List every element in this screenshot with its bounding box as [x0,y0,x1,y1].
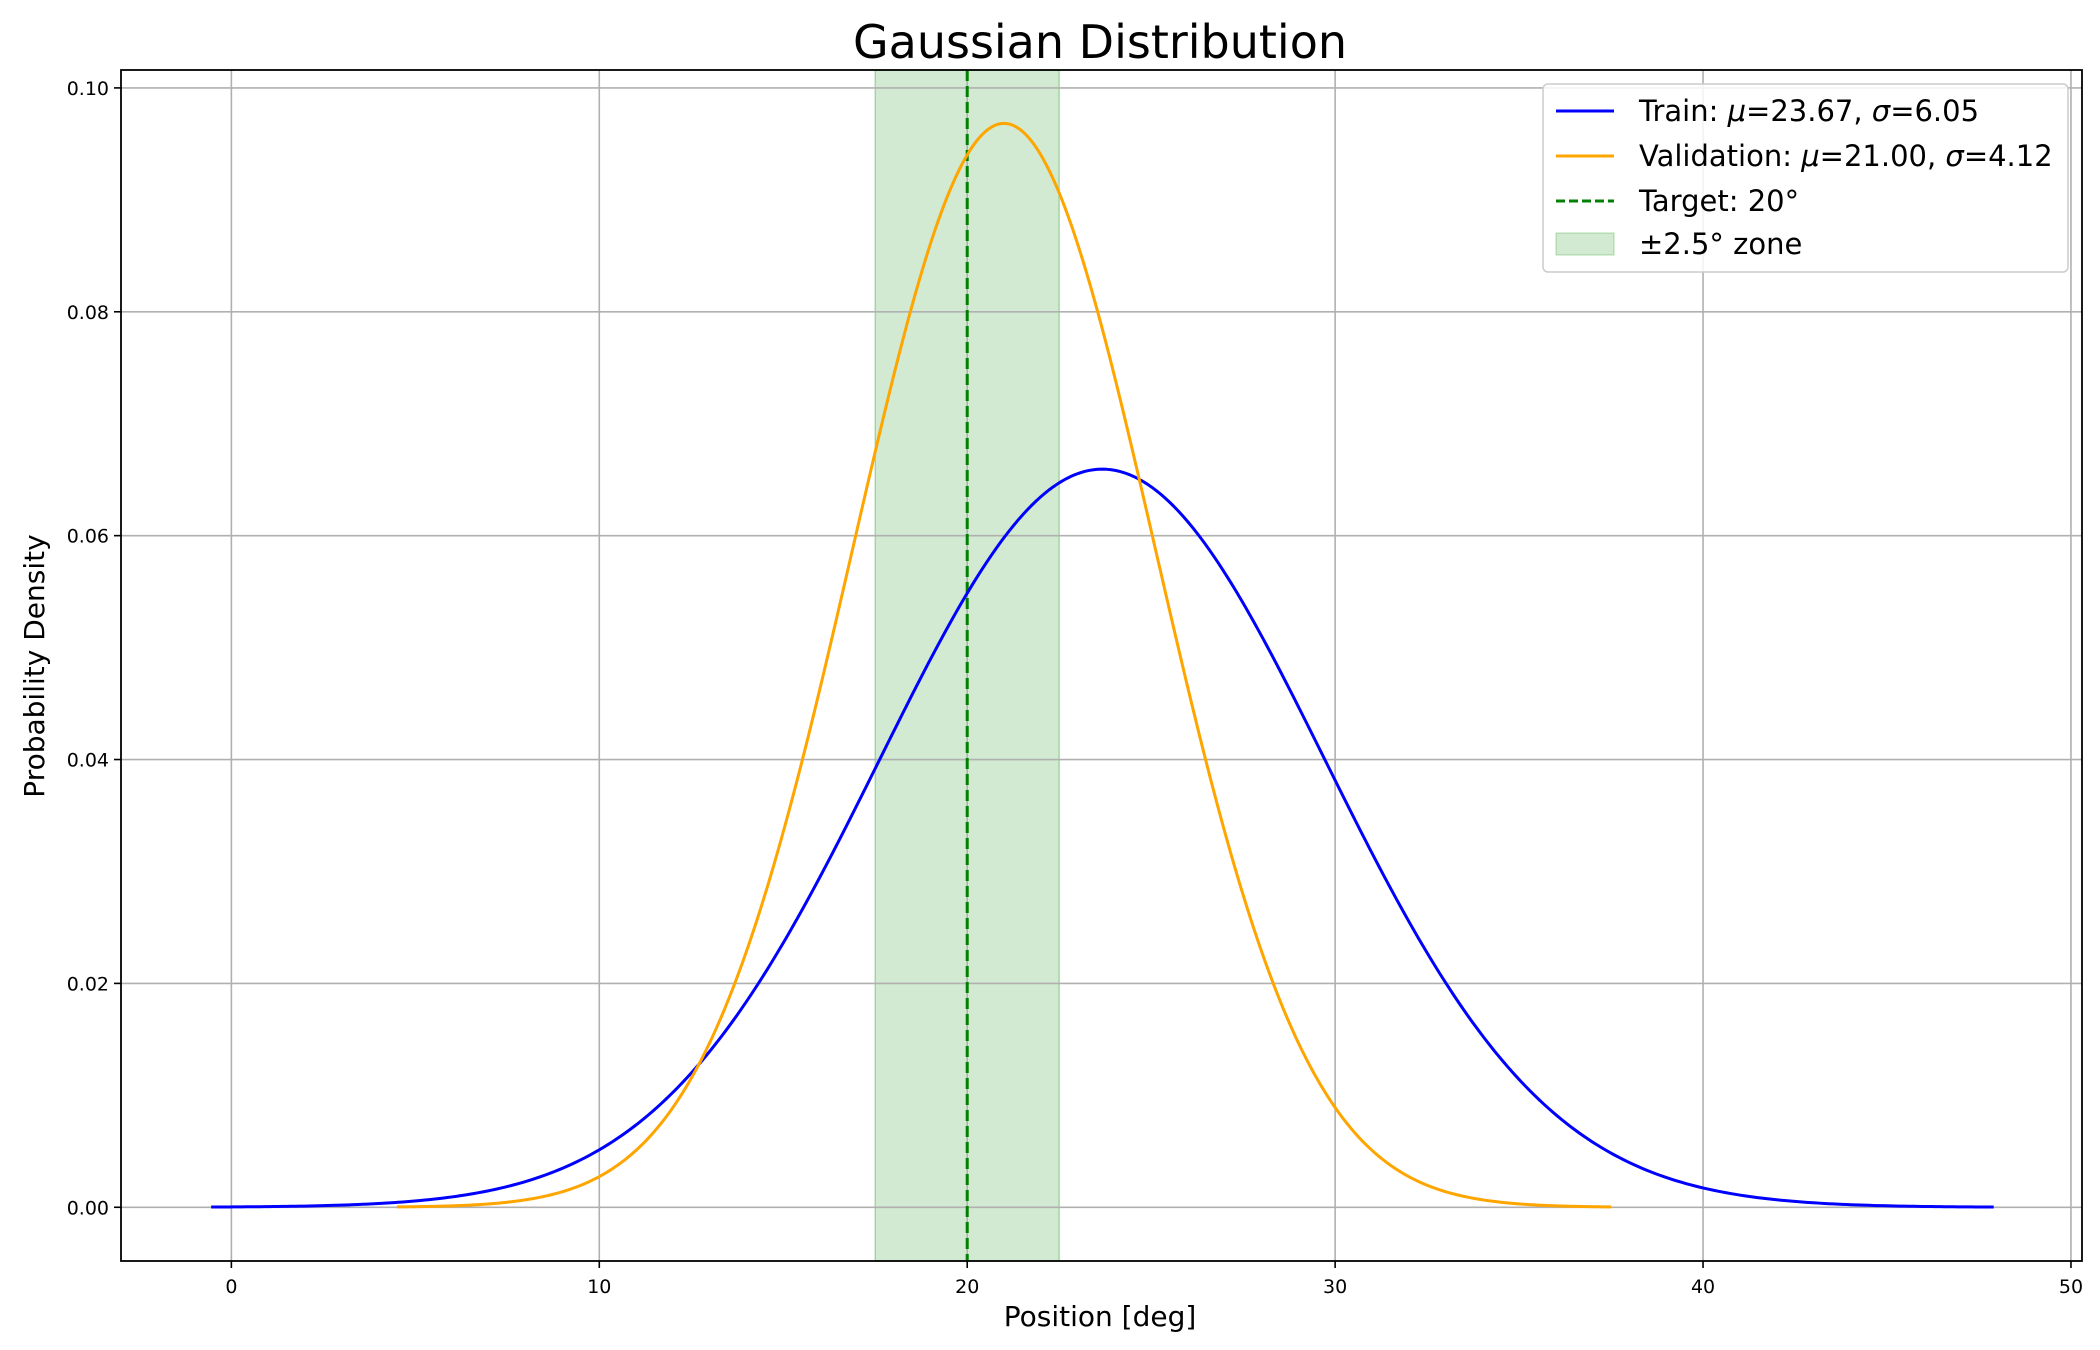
series-line-validation [396,121,1612,1209]
x-tick-label-2: 20 [955,1276,979,1298]
legend-entry-target-label: Target: 20° [1638,184,1799,218]
legend-entry-validation-label: Validation: μ=21.00, σ=4.12 [1639,139,2053,173]
y-tick-label-2: 0.04 [67,750,109,772]
x-tick-label-3: 30 [1323,1276,1347,1298]
series-line-train [211,467,1994,1209]
y-tick-label-1: 0.02 [67,973,109,995]
y-tick-label-0: 0.00 [67,1197,109,1219]
legend-box [1542,83,2069,273]
y-axis-title: Probability Density [18,534,51,797]
y-tick-label-4: 0.08 [67,302,109,324]
legend: Train: μ=23.67, σ=6.05 Validation: μ=21.0… [1542,83,2069,273]
legend-entry-zone-swatch [1555,232,1615,256]
x-axis-title: Position [deg] [1004,1300,1197,1333]
x-tick-label-1: 10 [587,1276,611,1298]
y-tick-label-3: 0.06 [67,526,109,548]
y-tick-label-5: 0.10 [67,78,109,100]
legend-entry-train-label: Train: μ=23.67, σ=6.05 [1638,94,1979,128]
x-tick-label-4: 40 [1691,1276,1715,1298]
plot-frame [120,69,2083,1262]
chart-title: Gaussian Distribution [853,15,1347,69]
x-tick-label-0: 0 [225,1276,237,1298]
legend-entry-zone-label: ±2.5° zone [1639,227,1802,261]
x-tick-label-5: 50 [2059,1276,2083,1298]
